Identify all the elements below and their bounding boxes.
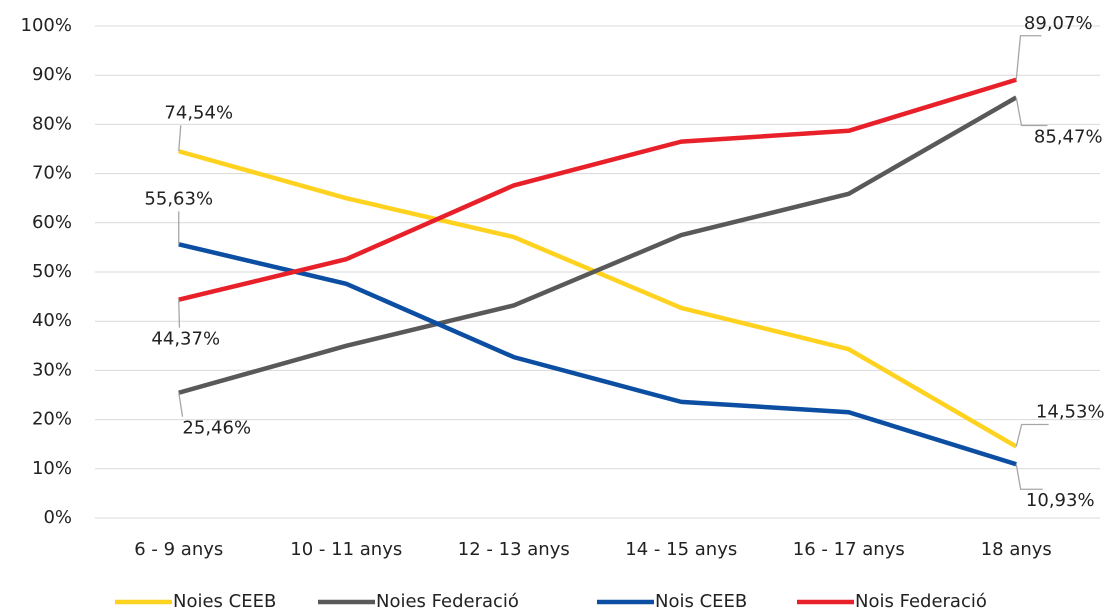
y-tick-label: 50% [32, 261, 72, 282]
y-tick-label: 80% [32, 113, 72, 134]
y-tick-label: 100% [21, 15, 72, 36]
x-tick-label: 18 anys [981, 539, 1052, 560]
x-tick-label: 12 - 13 anys [458, 539, 570, 560]
line [178, 149, 1018, 449]
y-tick-label: 70% [32, 163, 72, 184]
x-tick-label: 14 - 15 anys [625, 539, 737, 560]
x-tick-label: 16 - 17 anys [793, 539, 905, 560]
y-tick-label: 20% [32, 409, 72, 430]
leader-line [178, 299, 181, 328]
y-tick-label: 90% [32, 64, 72, 85]
x-tick-label: 6 - 9 anys [134, 539, 223, 560]
data-label: 85,47% [1034, 126, 1103, 147]
legend-label: Noies Federació [376, 591, 519, 612]
data-label: 44,37% [151, 329, 220, 350]
leader-line [1015, 97, 1048, 127]
y-tick-label: 10% [32, 458, 72, 479]
y-tick-label: 40% [32, 310, 72, 331]
data-label: 14,53% [1036, 402, 1105, 423]
leader-line [1015, 35, 1042, 80]
leader-line [178, 125, 182, 152]
y-tick-label: 60% [32, 212, 72, 233]
data-label: 10,93% [1026, 490, 1095, 511]
data-label: 55,63% [144, 188, 213, 209]
legend-label: Nois Federació [855, 591, 987, 612]
line [178, 77, 1017, 302]
leader-line [1015, 423, 1049, 447]
x-tick-label: 10 - 11 anys [290, 539, 402, 560]
line [178, 95, 1018, 395]
data-label: 89,07% [1024, 13, 1093, 34]
leader-line [178, 392, 184, 417]
legend-label: Noies CEEB [173, 591, 276, 612]
legend-label: Nois CEEB [655, 591, 747, 612]
line [178, 242, 1017, 467]
leader-line [1015, 464, 1043, 490]
data-label: 74,54% [164, 102, 233, 123]
y-tick-label: 30% [32, 359, 72, 380]
y-tick-label: 0% [43, 507, 72, 528]
data-label: 25,46% [182, 418, 251, 439]
